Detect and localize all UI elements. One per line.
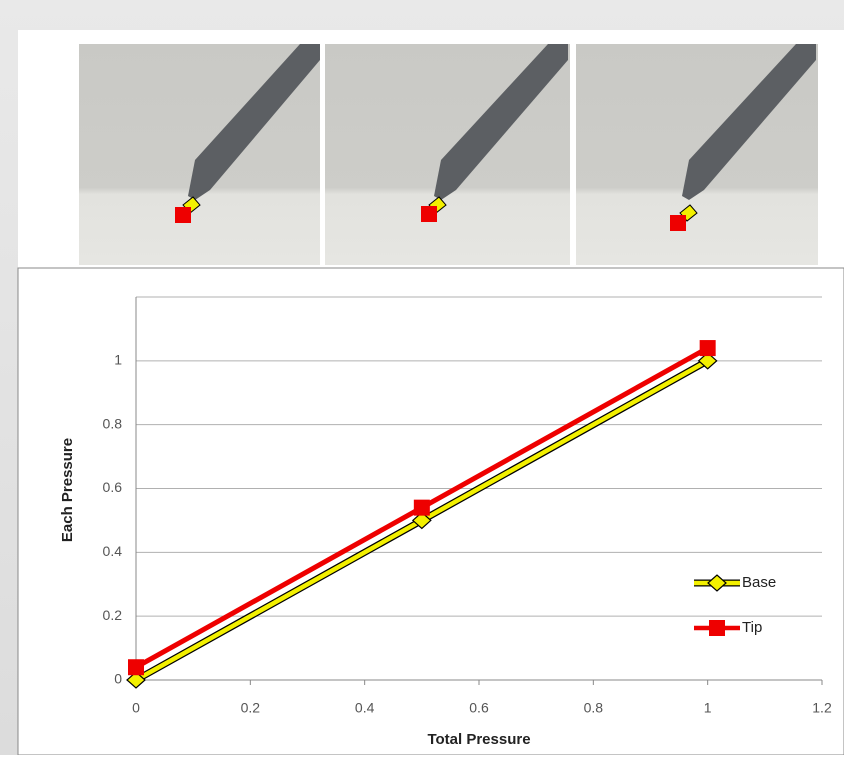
photo <box>576 44 818 265</box>
x-axis-title: Total Pressure <box>427 731 530 748</box>
y-tick-label: 0.6 <box>103 479 123 495</box>
x-tick-label: 1.2 <box>812 700 832 716</box>
legend-label: Base <box>742 574 776 591</box>
x-tick-label: 0.4 <box>355 700 375 716</box>
y-tick-label: 0 <box>114 671 122 687</box>
point <box>700 340 716 356</box>
point <box>414 500 430 516</box>
y-tick-label: 0.4 <box>103 543 123 559</box>
legend-label: Tip <box>742 619 762 636</box>
photo <box>79 44 320 265</box>
photo <box>325 44 570 265</box>
legend-marker <box>709 620 725 636</box>
x-tick-label: 0.8 <box>584 700 604 716</box>
x-tick-label: 0.2 <box>241 700 261 716</box>
x-tick-label: 1 <box>704 700 712 716</box>
x-tick-label: 0.6 <box>469 700 489 716</box>
figure: Total Pressure Each Pressure 0 0.2 0.4 0.6 0… <box>0 0 844 755</box>
y-tick-label: 0.2 <box>103 607 123 623</box>
y-tick-label: 1 <box>114 352 122 368</box>
point <box>128 659 144 675</box>
x-tick-label: 0 <box>132 700 140 716</box>
y-tick-label: 0.8 <box>103 415 123 431</box>
y-axis-title: Each Pressure <box>59 438 76 542</box>
page: Total Pressure Each Pressure 0 0.2 0.4 0.6 0… <box>0 0 844 755</box>
